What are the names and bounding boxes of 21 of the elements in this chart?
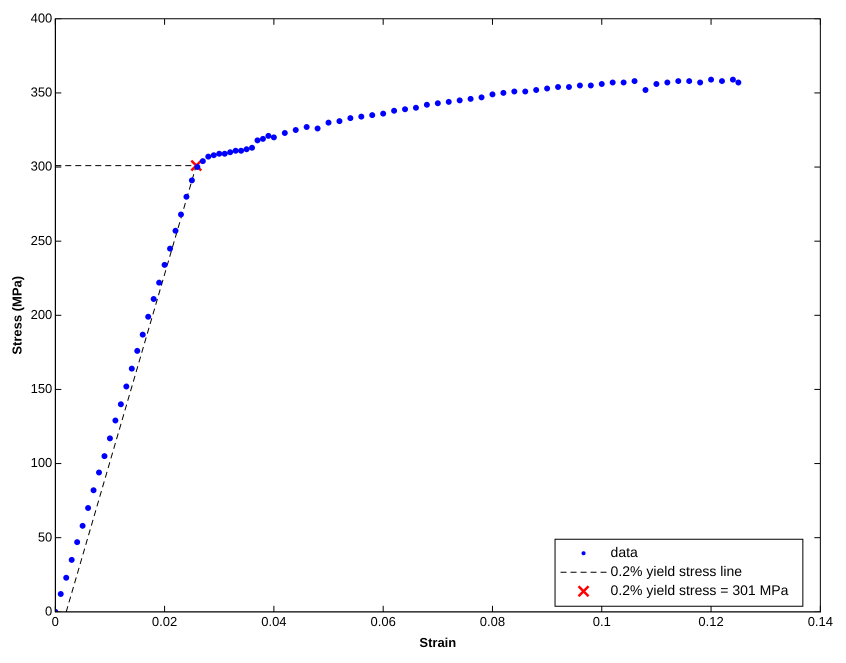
x-tick-label: 0.08: [480, 614, 506, 630]
y-axis-title: Stress (MPa): [9, 276, 24, 355]
legend-label: 0.2% yield stress line: [610, 563, 742, 580]
legend-label: 0.2% yield stress = 301 MPa: [610, 582, 789, 598]
y-tick-label: 250: [30, 232, 52, 248]
x-tick-label: 0.12: [698, 614, 724, 630]
y-tick-label: 300: [30, 158, 52, 174]
y-tick-label: 50: [38, 529, 52, 544]
y-tick-label: 150: [30, 381, 52, 396]
y-tick-label: 0: [45, 603, 52, 618]
x-tick-label: 0.02: [152, 614, 178, 630]
y-tick-label: 400: [30, 10, 52, 26]
x-tick-label: 0.1: [592, 614, 611, 630]
y-tick-label: 350: [30, 84, 52, 100]
x-tick-label: 0.06: [370, 614, 396, 630]
y-tick-label: 200: [30, 306, 52, 322]
x-tick-label: 0.14: [808, 614, 834, 630]
x-tick-label: 0.04: [261, 614, 287, 630]
legend-label: data: [610, 544, 638, 560]
y-tick-label: 100: [30, 455, 52, 470]
x-axis-title: Strain: [419, 634, 456, 650]
